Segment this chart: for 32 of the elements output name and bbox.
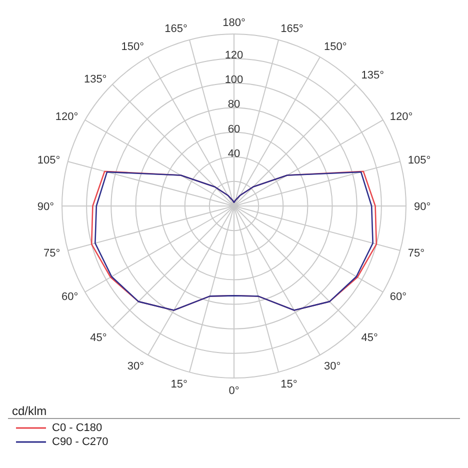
spoke-label: 120° <box>390 110 413 123</box>
spoke-label: 60° <box>390 290 407 303</box>
legend-label: C0 - C180 <box>52 421 102 435</box>
spoke-label: 120° <box>55 110 78 123</box>
spoke-label: 60° <box>61 290 78 303</box>
spoke-label: 165° <box>280 23 304 36</box>
spoke-label: 180° <box>222 17 246 29</box>
spoke-label: 15° <box>170 378 188 391</box>
spoke-label: 135° <box>361 70 384 82</box>
spoke-label: 135° <box>84 74 107 86</box>
y-tick-label: 60 <box>228 123 240 136</box>
spoke-label: 90° <box>414 200 431 213</box>
spoke-label: 105° <box>408 154 431 166</box>
spoke-label: 0° <box>228 384 240 397</box>
spoke-label: 15° <box>280 378 298 391</box>
y-tick-label: 80 <box>228 98 240 111</box>
spoke-label: 150° <box>121 41 144 54</box>
y-tick-label: 120 <box>224 50 244 62</box>
spoke-label: 30° <box>324 360 341 373</box>
spoke-label: 75° <box>43 247 60 260</box>
spoke-label: 45° <box>361 332 378 344</box>
spoke-label: 165° <box>164 23 188 36</box>
y-tick-label: 100 <box>224 74 244 86</box>
spoke-label: 105° <box>37 154 60 166</box>
legend-label: C90 - C270 <box>52 435 108 449</box>
spoke-label: 90° <box>37 200 54 213</box>
spoke-label: 150° <box>324 41 347 54</box>
spoke-label: 75° <box>408 247 425 260</box>
spoke-label: 45° <box>90 332 107 344</box>
text: cd/klm <box>8 404 460 419</box>
y-tick-label: 40 <box>228 148 240 160</box>
spoke-label: 30° <box>127 360 144 373</box>
